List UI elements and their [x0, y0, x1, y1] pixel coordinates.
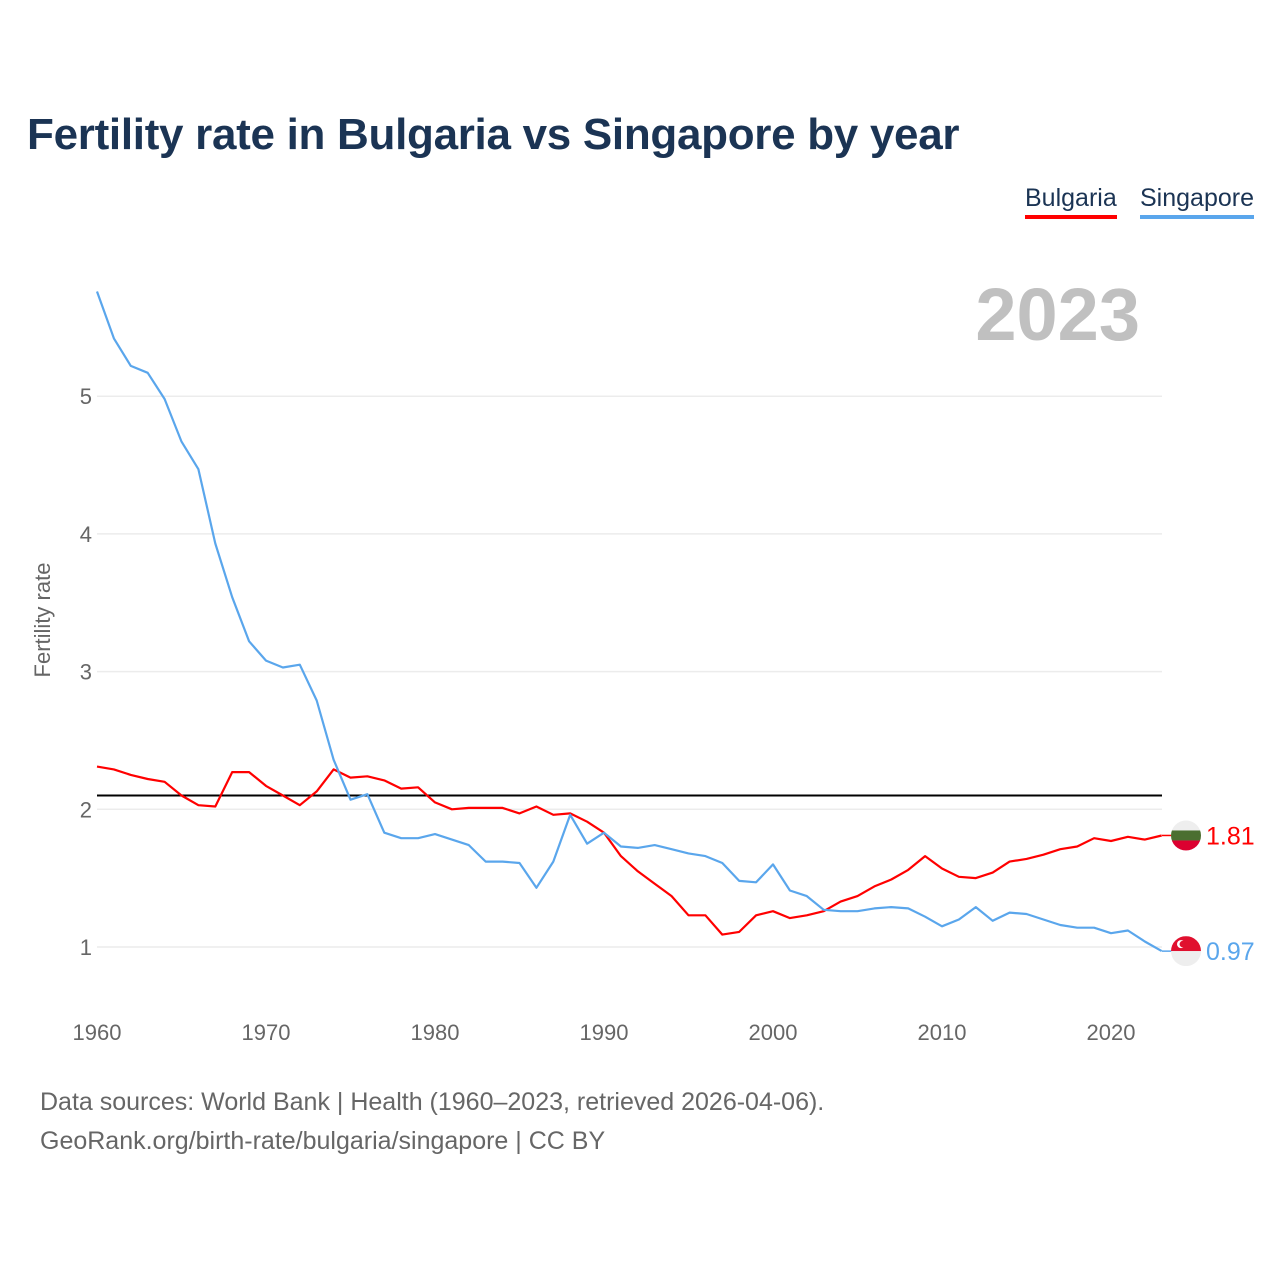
series-line-singapore — [95, 291, 1163, 953]
credit-link[interactable]: GeoRank.org/birth-rate/bulgaria/singapor… — [40, 1127, 606, 1155]
y-tick-label: 5 — [80, 384, 92, 409]
end-value-label-bulgaria: 1.81 — [1206, 822, 1255, 850]
y-tick-label: 3 — [80, 660, 92, 685]
x-tick-label: 1990 — [580, 1020, 629, 1045]
end-value-label-singapore: 0.97 — [1206, 938, 1255, 966]
singapore-flag-icon — [1171, 951, 1201, 967]
y-tick-label: 2 — [80, 797, 92, 822]
x-tick-label: 2000 — [749, 1020, 798, 1045]
bulgaria-flag-icon — [1171, 820, 1201, 831]
x-tick-label: 2010 — [918, 1020, 967, 1045]
y-tick-label: 4 — [80, 522, 92, 547]
year-label: 2023 — [975, 273, 1140, 356]
legend-item-singapore[interactable]: Singapore — [1140, 184, 1254, 219]
x-tick-label: 2020 — [1087, 1020, 1136, 1045]
bulgaria-flag-icon — [1171, 830, 1201, 841]
data-source-note: Data sources: World Bank | Health (1960–… — [40, 1088, 825, 1116]
x-tick-label: 1960 — [73, 1020, 122, 1045]
y-axis-label: Fertility rate — [30, 563, 55, 678]
x-tick-label: 1970 — [242, 1020, 291, 1045]
x-tick-label: 1980 — [411, 1020, 460, 1045]
singapore-flag-crescent — [1179, 940, 1187, 948]
series-line-bulgaria — [96, 765, 1162, 936]
y-tick-label: 1 — [80, 935, 92, 960]
legend-item-bulgaria[interactable]: Bulgaria — [1025, 184, 1117, 219]
bulgaria-flag-icon — [1171, 840, 1201, 851]
chart-title: Fertility rate in Bulgaria vs Singapore … — [27, 110, 960, 159]
